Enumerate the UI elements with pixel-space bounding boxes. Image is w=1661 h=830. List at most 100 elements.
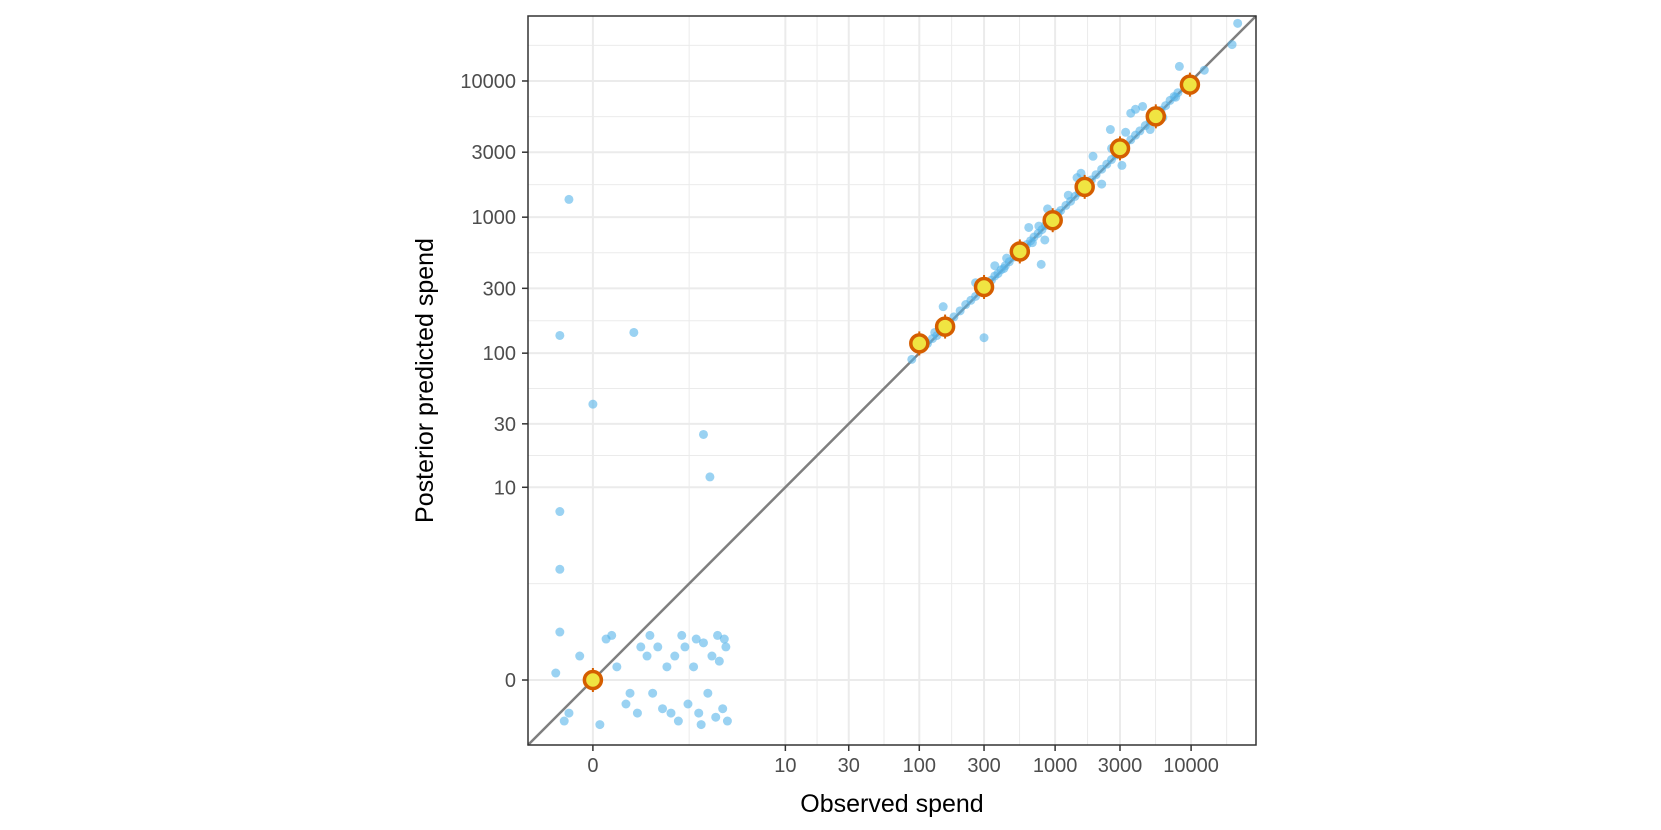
data-point <box>718 704 728 714</box>
data-point <box>1076 168 1086 178</box>
x-tick-label: 0 <box>587 755 598 777</box>
data-point <box>698 429 708 439</box>
data-point <box>642 651 652 661</box>
data-point <box>683 699 693 709</box>
data-point <box>1117 160 1127 170</box>
data-point <box>719 634 729 644</box>
binned-mean-points <box>582 72 1201 693</box>
mean-point <box>934 316 956 337</box>
data-point <box>1233 18 1243 28</box>
mean-point <box>1042 209 1063 231</box>
x-tick-label: 1000 <box>1033 755 1078 777</box>
data-point <box>999 263 1009 273</box>
data-point <box>990 261 1000 271</box>
data-point <box>621 699 631 709</box>
data-point <box>707 651 717 661</box>
data-point <box>551 668 561 678</box>
data-point <box>595 720 605 730</box>
data-point <box>588 399 598 409</box>
prediction-points <box>551 18 1243 730</box>
mean-point <box>582 669 604 691</box>
data-point <box>673 716 683 726</box>
panel-border <box>527 15 1257 746</box>
data-point <box>1063 190 1073 200</box>
data-point <box>979 333 989 343</box>
data-point <box>680 642 690 652</box>
x-tick-label: 3000 <box>1098 755 1143 777</box>
mean-point <box>973 276 995 298</box>
data-point <box>555 507 565 517</box>
data-point <box>677 630 687 640</box>
data-point <box>1130 104 1140 114</box>
data-point <box>629 327 639 337</box>
data-point <box>696 720 706 730</box>
data-point <box>694 708 704 718</box>
y-axis-title: Posterior predicted spend <box>411 238 439 523</box>
data-point <box>645 630 655 640</box>
data-point <box>722 716 732 726</box>
data-point <box>1091 170 1101 180</box>
data-point <box>1034 221 1044 231</box>
data-point <box>653 642 663 652</box>
mean-point <box>1074 176 1095 198</box>
data-point <box>698 638 708 648</box>
y-tick-label: 10000 <box>460 71 516 93</box>
data-point <box>555 627 565 637</box>
data-point <box>658 704 668 714</box>
data-point <box>1088 151 1098 161</box>
y-tick-label: 30 <box>494 414 516 436</box>
mean-point <box>1179 74 1201 95</box>
data-point <box>662 662 672 672</box>
data-point <box>1097 179 1107 189</box>
y-axis: 0 10 30 100 300 1000 3000 10000 <box>460 71 528 692</box>
x-tick-label: 30 <box>838 755 860 777</box>
y-tick-label: 100 <box>483 343 516 365</box>
data-point <box>711 712 721 722</box>
data-point <box>555 564 565 574</box>
data-point <box>632 708 642 718</box>
x-tick-label: 300 <box>967 755 1000 777</box>
data-point <box>1002 253 1012 263</box>
y-tick-label: 10 <box>494 477 516 499</box>
data-point <box>1145 125 1155 135</box>
data-point <box>689 662 699 672</box>
x-tick-label: 100 <box>903 755 936 777</box>
data-point <box>938 302 948 312</box>
data-point <box>636 642 646 652</box>
data-point <box>691 634 701 644</box>
data-point <box>564 194 574 204</box>
mean-point <box>1145 106 1167 127</box>
data-point <box>564 708 574 718</box>
data-point <box>666 708 676 718</box>
data-point <box>1105 125 1115 135</box>
data-point <box>625 688 635 698</box>
minor-grid <box>528 16 1256 745</box>
y-tick-label: 300 <box>483 278 516 300</box>
data-point <box>1036 259 1046 269</box>
x-tick-label: 10 <box>774 755 796 777</box>
y-tick-label: 0 <box>505 670 516 692</box>
data-point <box>648 688 658 698</box>
data-point <box>721 642 731 652</box>
data-point <box>1199 65 1209 75</box>
data-point <box>1171 92 1181 102</box>
data-point <box>1027 238 1037 248</box>
data-point <box>703 688 713 698</box>
mean-point <box>909 333 930 354</box>
data-point <box>559 716 569 726</box>
data-point <box>907 354 917 364</box>
data-point <box>714 656 724 666</box>
y-tick-label: 1000 <box>472 207 517 229</box>
data-point <box>1121 127 1131 137</box>
data-point <box>713 630 723 640</box>
mean-point <box>1109 138 1131 159</box>
data-point <box>1174 61 1184 71</box>
data-point <box>1138 101 1148 111</box>
data-point <box>555 330 565 340</box>
major-grid <box>528 16 1256 745</box>
y-tick-label: 3000 <box>472 142 517 164</box>
data-point <box>1040 235 1050 245</box>
x-axis-title: Observed spend <box>800 790 983 818</box>
data-point <box>1227 40 1237 50</box>
